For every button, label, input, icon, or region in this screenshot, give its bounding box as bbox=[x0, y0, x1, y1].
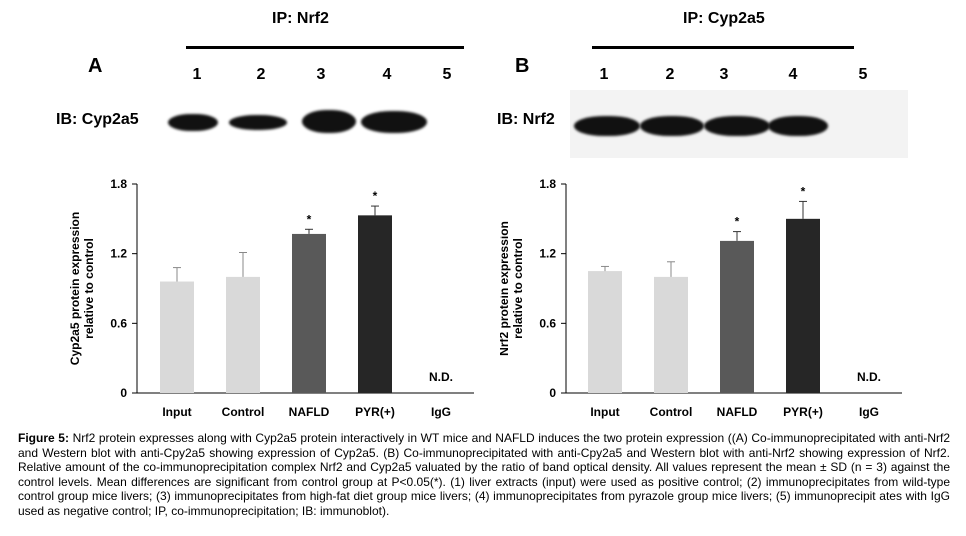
x-tick-label: NAFLD bbox=[717, 405, 758, 419]
blot-band bbox=[768, 116, 828, 136]
x-tick-label: Input bbox=[162, 405, 191, 419]
x-tick-label: Input bbox=[590, 405, 619, 419]
panel-a-ip-label: IP: Nrf2 bbox=[272, 10, 329, 27]
y-tick-label: 1.2 bbox=[539, 247, 556, 261]
lane-number: 2 bbox=[665, 66, 675, 83]
bar bbox=[292, 233, 326, 393]
x-tick-label: Control bbox=[222, 405, 265, 419]
nd-label: N.D. bbox=[857, 370, 881, 384]
blot-band bbox=[574, 116, 640, 136]
bar bbox=[654, 276, 688, 393]
blot-band bbox=[168, 114, 218, 131]
y-axis-label: Cyp2a5 protein expressionrelative to con… bbox=[70, 212, 96, 365]
bar bbox=[160, 281, 194, 393]
panel-b-letter: B bbox=[515, 55, 530, 77]
panel-a-letter: A bbox=[88, 55, 103, 77]
significance-marker: * bbox=[801, 184, 806, 198]
significance-marker: * bbox=[735, 215, 740, 229]
bar bbox=[226, 276, 260, 393]
y-axis-label-line: Nrf2 protein expression bbox=[500, 221, 511, 356]
blot-band bbox=[229, 115, 287, 130]
x-tick-label: PYR(+) bbox=[355, 405, 395, 419]
blot-band bbox=[361, 111, 427, 133]
panel-b-blot bbox=[570, 90, 908, 158]
panel-a-ip-line bbox=[186, 46, 464, 49]
significance-marker: * bbox=[307, 212, 312, 226]
bar bbox=[786, 218, 820, 393]
lane-number: 3 bbox=[316, 66, 326, 83]
lane-number: 2 bbox=[256, 66, 266, 83]
bar bbox=[588, 271, 622, 393]
bar bbox=[720, 240, 754, 393]
blot-band bbox=[704, 116, 770, 136]
panel-b-ip-line bbox=[592, 46, 854, 49]
chart-a: Cyp2a5 protein expressionrelative to con… bbox=[70, 177, 474, 419]
blot-band bbox=[640, 116, 704, 136]
x-tick-label: IgG bbox=[859, 405, 879, 419]
y-tick-label: 1.2 bbox=[110, 247, 127, 261]
y-axis-label-line: relative to control bbox=[511, 238, 525, 339]
lane-number: 5 bbox=[442, 66, 452, 83]
bar bbox=[358, 215, 392, 393]
y-tick-label: 0 bbox=[120, 386, 127, 400]
caption-label: Figure 5: bbox=[18, 431, 69, 445]
significance-marker: * bbox=[373, 189, 378, 203]
y-axis-label-line: Cyp2a5 protein expression bbox=[70, 212, 82, 365]
x-tick-label: PYR(+) bbox=[783, 405, 823, 419]
lane-number: 1 bbox=[599, 66, 609, 83]
caption-text: Nrf2 protein expresses along with Cyp2a5… bbox=[18, 431, 951, 518]
blot-band bbox=[302, 110, 356, 133]
panel-b-ib-label: IB: Nrf2 bbox=[497, 111, 555, 128]
figure-caption: Figure 5: Nrf2 protein expresses along w… bbox=[18, 431, 950, 519]
y-axis-label: Nrf2 protein expressionrelative to contr… bbox=[500, 221, 525, 356]
chart-b: Nrf2 protein expressionrelative to contr… bbox=[500, 177, 902, 419]
y-tick-label: 1.8 bbox=[110, 177, 127, 191]
panel-a-ib-label: IB: Cyp2a5 bbox=[56, 111, 139, 128]
x-tick-label: Control bbox=[650, 405, 693, 419]
nd-label: N.D. bbox=[429, 370, 453, 384]
y-tick-label: 0.6 bbox=[539, 316, 556, 330]
y-axis-label-line: relative to control bbox=[82, 238, 96, 339]
panel-b-ip-label: IP: Cyp2a5 bbox=[683, 10, 765, 27]
y-tick-label: 1.8 bbox=[539, 177, 556, 191]
lane-number: 4 bbox=[788, 66, 798, 83]
x-tick-label: IgG bbox=[431, 405, 451, 419]
y-tick-label: 0.6 bbox=[110, 316, 127, 330]
x-tick-label: NAFLD bbox=[289, 405, 330, 419]
y-tick-label: 0 bbox=[549, 386, 556, 400]
lane-number: 1 bbox=[192, 66, 202, 83]
lane-number: 4 bbox=[382, 66, 392, 83]
lane-number: 3 bbox=[719, 66, 729, 83]
lane-number: 5 bbox=[858, 66, 868, 83]
